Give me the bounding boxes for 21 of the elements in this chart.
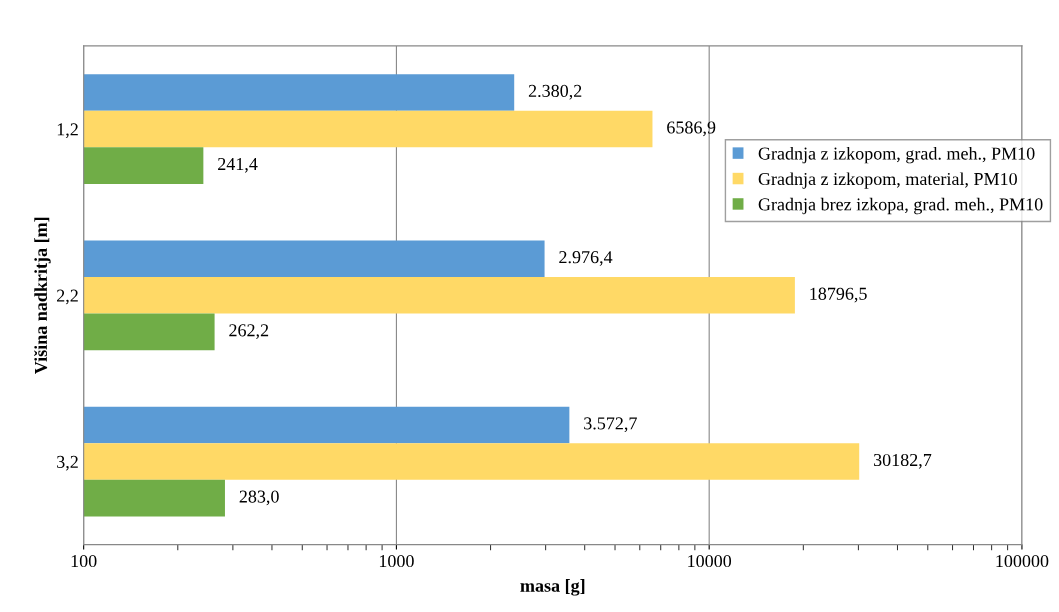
x-tick-label: 1000 (379, 554, 414, 568)
x-tick-label: 100 (71, 554, 97, 568)
legend-label: Gradnja brez izkopa, grad. meh., PM10 (758, 197, 1043, 215)
data-label: 18796,5 (810, 287, 867, 303)
x-tick-label: 10000 (688, 554, 732, 568)
data-label: 2.380,2 (528, 84, 582, 100)
data-label: 6586,9 (667, 121, 716, 137)
y-axis-title: Višina nadkritja [m] (34, 217, 51, 374)
data-label: 241,4 (218, 157, 258, 173)
data-label: 3.572,7 (584, 417, 637, 433)
x-axis-title: masa [g] (520, 579, 585, 596)
data-label: 30182,7 (873, 453, 932, 469)
y-tick-label: 3,2 (57, 455, 78, 471)
legend-label: Gradnja z izkopom, grad. meh., PM10 (758, 146, 1035, 164)
data-label: 283,0 (239, 490, 279, 506)
y-tick-label: 1,2 (57, 123, 78, 139)
data-label: 262,2 (229, 324, 269, 339)
legend-label: Gradnja z izkopom, material, PM10 (758, 172, 1017, 189)
x-tick-label: 100000 (996, 554, 1049, 568)
y-tick-label: 2,2 (57, 289, 78, 305)
data-label: 2.976,4 (559, 251, 613, 266)
